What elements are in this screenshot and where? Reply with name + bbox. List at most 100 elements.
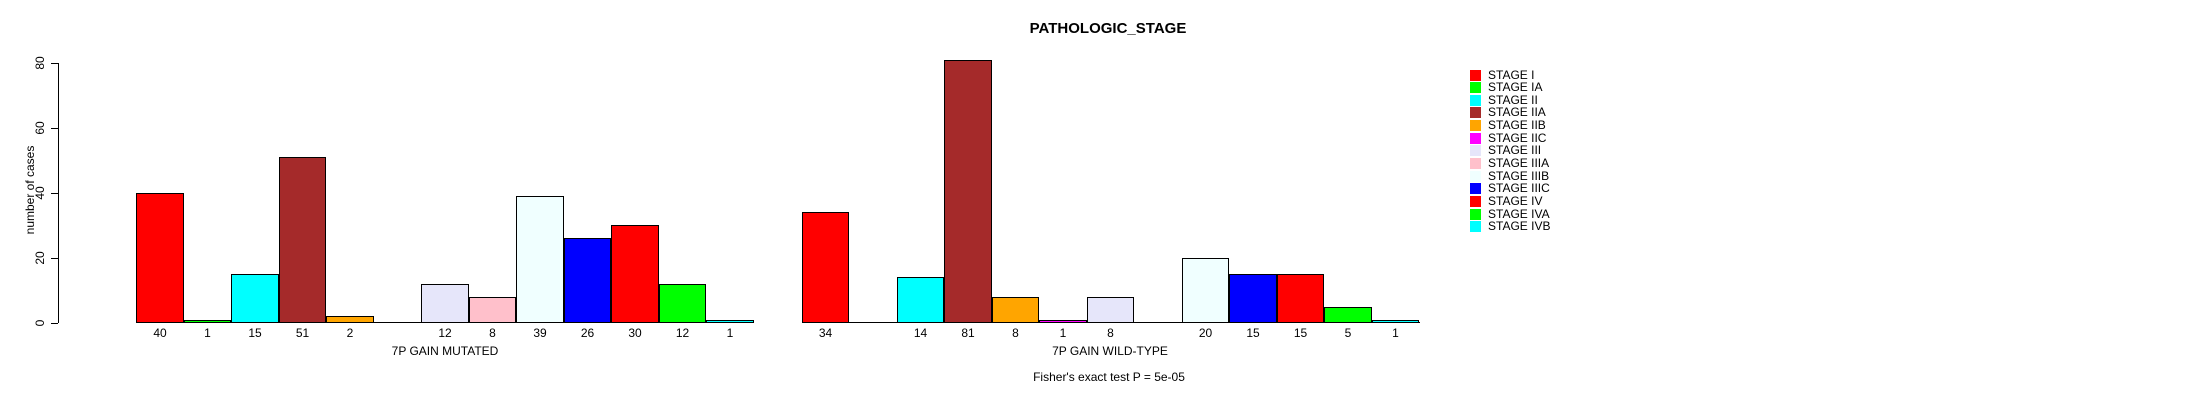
legend-label: STAGE II xyxy=(1488,93,1538,107)
bar-value-label: 1 xyxy=(204,326,211,340)
bar-stage-iiic-g0 xyxy=(564,238,611,323)
legend-label: STAGE IIC xyxy=(1488,131,1547,145)
legend-item: STAGE IIB xyxy=(1470,118,1546,132)
legend-item: STAGE III xyxy=(1470,143,1542,157)
bar-stage-iii-g1 xyxy=(1087,297,1134,323)
bar-stage-ii-g0 xyxy=(231,274,279,323)
bar-value-label: 8 xyxy=(1107,326,1114,340)
legend-item: STAGE I xyxy=(1470,68,1535,82)
y-axis-tick xyxy=(51,258,58,259)
bar-value-label: 34 xyxy=(818,326,833,340)
bar-stage-iic-g1 xyxy=(1039,320,1087,323)
bar-value-label: 51 xyxy=(295,326,310,340)
bar-stage-ii-g1 xyxy=(897,277,944,323)
y-tick-label: 20 xyxy=(33,251,47,265)
bar-stage-iiib-g1 xyxy=(1182,258,1229,323)
bar-value-label: 1 xyxy=(1392,326,1399,340)
legend-swatch-icon xyxy=(1470,107,1481,118)
bar-stage-ia-g0 xyxy=(184,320,231,323)
legend-label: STAGE IV xyxy=(1488,194,1543,208)
y-axis-tick xyxy=(51,193,58,194)
y-tick-label: 0 xyxy=(33,319,47,327)
y-tick-label: 80 xyxy=(33,56,47,70)
legend-label: STAGE IIIA xyxy=(1488,156,1550,170)
legend-label: STAGE I xyxy=(1488,68,1535,82)
legend-label: STAGE IIB xyxy=(1488,118,1546,132)
legend-label: STAGE IVB xyxy=(1488,219,1551,233)
bar-stage-ivb-g1 xyxy=(1372,320,1419,323)
bar-value-label: 1 xyxy=(726,326,734,340)
legend-swatch-icon xyxy=(1470,209,1481,220)
legend-label: STAGE IIIC xyxy=(1488,181,1550,195)
legend-item: STAGE II xyxy=(1470,93,1538,107)
legend-item: STAGE IV xyxy=(1470,194,1543,208)
bar-value-label: 12 xyxy=(438,326,452,340)
bar-stage-ivb-g0 xyxy=(706,320,754,323)
bar-stage-iva-g0 xyxy=(659,284,706,323)
bar-stage-iiic-g1 xyxy=(1229,274,1277,323)
legend-item: STAGE IIA xyxy=(1470,105,1546,119)
bar-value-label: 81 xyxy=(961,326,975,340)
bar-value-label: 30 xyxy=(628,326,642,340)
bar-stage-i-g0 xyxy=(136,193,184,323)
legend-swatch-icon xyxy=(1470,133,1481,144)
chart-title: PATHOLOGIC_STAGE xyxy=(1029,20,1187,37)
legend-label: STAGE IIA xyxy=(1488,105,1546,119)
bar-value-label: 39 xyxy=(533,326,547,340)
bar-value-label: 2 xyxy=(346,326,354,340)
y-axis-tick xyxy=(51,63,58,64)
legend-swatch-icon xyxy=(1470,196,1481,207)
legend-swatch-icon xyxy=(1470,171,1481,182)
x-axis-label-mutated: 7P GAIN MUTATED xyxy=(391,344,499,358)
fisher-test-annotation: Fisher's exact test P = 5e-05 xyxy=(1033,370,1185,384)
legend-swatch-icon xyxy=(1470,82,1481,93)
legend-swatch-icon xyxy=(1470,95,1481,106)
bar-value-label: 26 xyxy=(580,326,595,340)
bar-value-label: 15 xyxy=(248,326,262,340)
y-axis-tick xyxy=(51,323,58,324)
bar-stage-iia-g0 xyxy=(279,157,326,323)
legend-label: STAGE IVA xyxy=(1488,207,1550,221)
y-axis-line xyxy=(58,63,59,323)
bar-value-label: 5 xyxy=(1344,326,1352,340)
legend-swatch-icon xyxy=(1470,221,1481,232)
bar-value-label: 12 xyxy=(675,326,690,340)
legend-item: STAGE IIC xyxy=(1470,131,1547,145)
legend-item: STAGE IVB xyxy=(1470,219,1551,233)
legend-label: STAGE III xyxy=(1488,143,1542,157)
x-axis-label-wild-type: 7P GAIN WILD-TYPE xyxy=(1052,344,1168,358)
legend-item: STAGE IIIC xyxy=(1470,181,1550,195)
bar-stage-iiib-g0 xyxy=(516,196,564,323)
bar-stage-iia-g1 xyxy=(944,60,992,323)
bar-stage-i-g1 xyxy=(802,212,849,323)
bar-value-label: 8 xyxy=(1012,326,1019,340)
bar-value-label: 20 xyxy=(1198,326,1213,340)
legend-label: STAGE IIIB xyxy=(1488,169,1550,183)
bar-stage-iva-g1 xyxy=(1324,307,1372,323)
bar-value-label: 40 xyxy=(153,326,167,340)
bar-stage-iv-g1 xyxy=(1277,274,1324,323)
bar-value-label: 8 xyxy=(489,326,496,340)
bar-value-label: 15 xyxy=(1293,326,1308,340)
bar-stage-iib-g0 xyxy=(326,316,374,323)
bar-value-label: 15 xyxy=(1246,326,1260,340)
legend-item: STAGE IIIA xyxy=(1470,156,1550,170)
y-axis-tick xyxy=(51,128,58,129)
legend-swatch-icon xyxy=(1470,145,1481,156)
legend-swatch-icon xyxy=(1470,70,1481,81)
bar-stage-iii-g0 xyxy=(421,284,469,323)
legend-swatch-icon xyxy=(1470,158,1481,169)
bar-stage-iv-g0 xyxy=(611,225,659,323)
y-tick-label: 40 xyxy=(33,186,47,200)
legend-swatch-icon xyxy=(1470,120,1481,131)
bar-stage-iiia-g0 xyxy=(469,297,516,323)
y-tick-label: 60 xyxy=(33,121,47,135)
legend-item: STAGE IVA xyxy=(1470,207,1550,221)
legend-label: STAGE IA xyxy=(1488,80,1543,94)
bar-value-label: 1 xyxy=(1059,326,1067,340)
bar-value-label: 14 xyxy=(913,326,928,340)
legend-item: STAGE IA xyxy=(1470,80,1543,94)
legend-swatch-icon xyxy=(1470,183,1481,194)
legend-item: STAGE IIIB xyxy=(1470,169,1550,183)
